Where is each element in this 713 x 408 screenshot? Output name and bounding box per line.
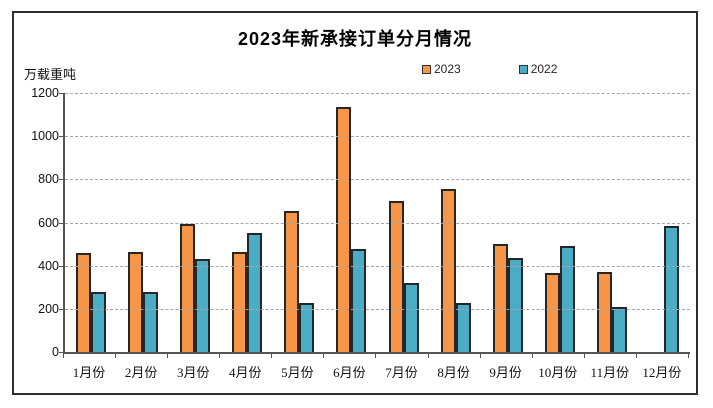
x-tick-10月份 [531, 354, 584, 358]
x-label-6月份: 6月份 [333, 365, 366, 380]
y-tick-200 [59, 308, 65, 310]
x-label-5月份: 5月份 [281, 365, 314, 380]
gridline-200 [65, 308, 690, 310]
y-tick-label-800: 800 [38, 172, 59, 187]
chart-title: 2023年新承接订单分月情况 [237, 29, 473, 49]
bar-2023-6月份 [336, 107, 352, 352]
y-axis-unit-label: 万载重吨 [24, 67, 77, 82]
bar-2022-7月份 [403, 282, 419, 352]
category-9月份 [482, 93, 534, 352]
x-tick-12月份 [635, 354, 688, 358]
bar-2022-3月份 [195, 259, 211, 352]
bar-2023-3月份 [180, 223, 196, 352]
plot-area: 0 200 400 600 800 1000 1200 [31, 86, 690, 359]
y-tick-800 [59, 179, 65, 181]
x-label-3月份: 3月份 [176, 365, 210, 380]
x-label-11月份: 11月份 [590, 365, 630, 380]
legend-label-2023: 2023 [434, 62, 461, 76]
y-tick-label-1200: 1200 [31, 86, 59, 100]
gridline-1000 [65, 136, 690, 138]
y-tick-1000 [59, 136, 65, 138]
bar-2023-2月份 [128, 251, 144, 352]
category-1月份 [65, 93, 117, 352]
category-7月份 [377, 93, 429, 352]
x-tick-11月份 [583, 354, 636, 358]
category-5月份 [273, 93, 325, 352]
bar-2022-6月份 [351, 249, 367, 352]
legend-swatch-2022-icon [518, 64, 528, 74]
x-label-8月份: 8月份 [437, 365, 470, 380]
x-axis-labels: 1月份 2月份 3月份 4月份 5月份 6月份 7月份 8月份 9月份 10月份 11月份 12月份 [63, 362, 688, 381]
bars-container [65, 93, 690, 352]
bar-2023-9月份 [492, 244, 508, 352]
y-tick-1200 [59, 93, 65, 94]
bar-2023-1月份 [76, 252, 92, 352]
x-label-9月份: 9月份 [489, 365, 522, 380]
bar-2023-4月份 [232, 251, 248, 352]
bar-2023-11月份 [596, 272, 612, 352]
bar-2022-9月份 [507, 258, 523, 352]
y-tick-0 [59, 352, 65, 353]
y-tick-label-200: 200 [38, 301, 59, 316]
gridline-800 [65, 179, 690, 181]
category-3月份 [169, 93, 221, 352]
y-tick-label-400: 400 [38, 258, 59, 273]
x-tick-1月份 [63, 354, 115, 358]
gridline-1200 [65, 93, 690, 94]
bar-2023-7月份 [388, 200, 404, 352]
legend-item-2022: 2022 [518, 62, 558, 76]
legend-label-2022: 2022 [530, 62, 558, 76]
y-tick-label-0: 0 [52, 345, 59, 359]
x-label-4月份: 4月份 [229, 365, 262, 380]
x-label-2月份: 2月份 [124, 365, 158, 380]
y-tick-label-600: 600 [38, 215, 59, 230]
bar-2022-2月份 [143, 291, 159, 352]
x-tick-7月份 [375, 354, 427, 358]
gridline-400 [65, 265, 690, 267]
bar-2022-1月份 [91, 291, 107, 352]
x-tick-9月份 [479, 354, 532, 358]
y-tick-600 [59, 222, 65, 224]
y-tick-400 [59, 265, 65, 267]
category-11月份 [586, 93, 638, 352]
x-tick-2月份 [115, 354, 167, 358]
legend: 2023 2022 [422, 62, 557, 76]
x-tick-8月份 [427, 354, 480, 358]
x-tick-4月份 [219, 354, 271, 358]
legend-swatch-2023-icon [422, 64, 431, 74]
category-8月份 [430, 93, 482, 352]
gridline-600 [65, 222, 690, 224]
y-tick-label-1000: 1000 [31, 129, 59, 144]
x-tick-5月份 [271, 354, 323, 358]
chart-frame: 2023年新承接订单分月情况 2023 2022 万载重吨 0 200 400 600… [12, 11, 698, 395]
bar-2023-8月份 [440, 189, 456, 352]
x-label-10月份: 10月份 [538, 365, 578, 380]
bar-2022-8月份 [455, 303, 471, 352]
category-4月份 [221, 93, 273, 352]
category-6月份 [325, 93, 377, 352]
bar-2022-10月份 [559, 246, 575, 352]
x-tick-3月份 [167, 354, 219, 358]
bar-2022-4月份 [247, 233, 263, 352]
x-label-7月份: 7月份 [385, 365, 418, 380]
x-label-12月份: 12月份 [642, 365, 682, 380]
category-10月份 [534, 93, 586, 352]
category-12月份 [638, 93, 690, 352]
category-2月份 [117, 93, 169, 352]
x-axis-ticks [63, 354, 689, 358]
bar-2022-5月份 [299, 303, 315, 352]
bar-2023-10月份 [544, 273, 560, 352]
bar-2023-5月份 [284, 210, 300, 352]
x-label-1月份: 1月份 [72, 365, 106, 380]
legend-item-2023: 2023 [422, 62, 461, 76]
bar-2022-11月份 [611, 306, 627, 352]
bar-2022-12月份 [663, 225, 679, 352]
x-tick-6月份 [323, 354, 375, 358]
